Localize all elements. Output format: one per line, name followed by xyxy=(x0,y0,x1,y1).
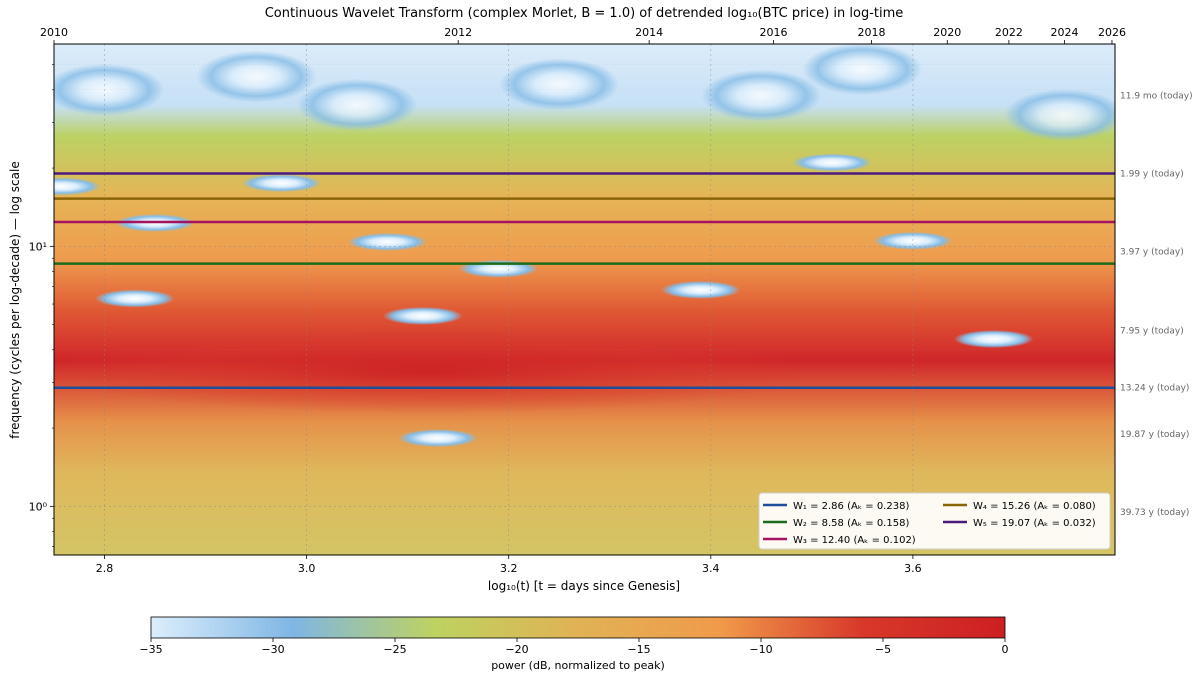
x-tick-label: 3.0 xyxy=(298,562,316,575)
low-power-spot xyxy=(241,174,322,193)
top-year-label: 2010 xyxy=(40,26,68,39)
heatmap-background xyxy=(54,44,1115,555)
y-tick-label: 10⁰ xyxy=(29,500,48,513)
colorbar-tick-label: −30 xyxy=(261,643,284,656)
x-tick-label: 3.4 xyxy=(702,562,720,575)
top-year-label: 2012 xyxy=(444,26,472,39)
heatmap-upper-texture xyxy=(499,58,620,111)
top-axis-ticks: 2010 2012 2014 2016 2018 2020 2022 2024 2026 xyxy=(40,26,1126,44)
right-period-label: 1.99 y (today) xyxy=(1120,169,1184,179)
heatmap-area xyxy=(54,44,1115,555)
heatmap-upper-texture xyxy=(802,44,923,96)
right-period-label: 39.73 y (today) xyxy=(1120,508,1189,518)
heatmap-upper-texture xyxy=(1004,88,1115,141)
x-axis-ticks: 2.8 3.0 3.2 3.4 3.6 xyxy=(96,555,922,575)
heatmap-upper-texture xyxy=(54,63,165,116)
low-power-spot xyxy=(660,280,741,299)
colorbar-tick-label: −15 xyxy=(627,643,650,656)
low-power-spot xyxy=(54,177,102,196)
heatmap-upper-texture xyxy=(196,50,317,103)
x-tick-label: 3.6 xyxy=(904,562,922,575)
right-period-label: 19.87 y (today) xyxy=(1120,430,1189,440)
low-power-spot xyxy=(397,429,478,448)
colorbar-bar xyxy=(150,616,1006,639)
y-axis-label: frequency (cycles per log-decade) — log … xyxy=(8,161,22,438)
low-power-spot xyxy=(347,232,428,251)
low-power-spot xyxy=(94,289,175,308)
legend-label-W₄: W₄ = 15.26 (Aₖ = 0.080) xyxy=(973,501,1096,512)
heatmap-upper-texture xyxy=(297,78,418,131)
top-year-label: 2014 xyxy=(635,26,663,39)
low-power-spot xyxy=(792,153,873,172)
x-tick-label: 2.8 xyxy=(96,562,114,575)
legend-label-W₃: W₃ = 12.40 (Aₖ = 0.102) xyxy=(793,535,916,546)
legend-label-W₂: W₂ = 8.58 (Aₖ = 0.158) xyxy=(793,518,909,529)
top-year-label: 2018 xyxy=(857,26,885,39)
legend-box xyxy=(758,492,1111,550)
right-period-label: 7.95 y (today) xyxy=(1120,326,1184,336)
x-tick-label: 3.2 xyxy=(500,562,518,575)
right-period-label: 3.97 y (today) xyxy=(1120,248,1184,258)
right-period-label: 11.9 mo (today) xyxy=(1120,92,1193,102)
colorbar-tick-label: −5 xyxy=(875,643,891,656)
low-power-spot xyxy=(382,306,463,325)
top-year-label: 2026 xyxy=(1098,26,1126,39)
legend-label-W₅: W₅ = 19.07 (Aₖ = 0.032) xyxy=(973,518,1096,529)
colorbar-label: power (dB, normalized to peak) xyxy=(491,659,665,672)
legend-label-W₁: W₁ = 2.86 (Aₖ = 0.238) xyxy=(793,501,909,512)
right-period-label: 13.24 y (today) xyxy=(1120,384,1189,394)
frequency-lines xyxy=(54,172,1115,389)
y-tick-label: 10¹ xyxy=(29,240,47,253)
chart-title: Continuous Wavelet Transform (complex Mo… xyxy=(265,6,904,21)
y-axis-ticks: 10⁰ 10¹ xyxy=(29,64,54,547)
colorbar-tick-label: 0 xyxy=(1002,643,1009,656)
low-power-spot xyxy=(953,330,1034,349)
colorbar-tick-label: −20 xyxy=(505,643,528,656)
right-period-annotations: 11.9 mo (today) 1.99 y (today) 3.97 y (tod… xyxy=(1120,92,1193,519)
colorbar: power (dB, normalized to peak) −35 −30 −25… xyxy=(139,616,1009,672)
legend: W₁ = 2.86 (Aₖ = 0.238) W₂ = 8.58 (Aₖ = 0.… xyxy=(758,492,1111,550)
plot-frame xyxy=(53,43,1116,556)
colorbar-tick-label: −35 xyxy=(139,643,162,656)
colorbar-tick-label: −10 xyxy=(749,643,772,656)
colorbar-tick-label: −25 xyxy=(383,643,406,656)
top-year-label: 2016 xyxy=(759,26,787,39)
top-year-label: 2024 xyxy=(1050,26,1078,39)
heatmap-high-power-region xyxy=(54,329,810,414)
heatmap-upper-texture xyxy=(701,69,822,122)
top-year-label: 2020 xyxy=(933,26,961,39)
x-axis-label: log₁₀(t) [t = days since Genesis] xyxy=(488,579,680,593)
top-year-label: 2022 xyxy=(995,26,1023,39)
